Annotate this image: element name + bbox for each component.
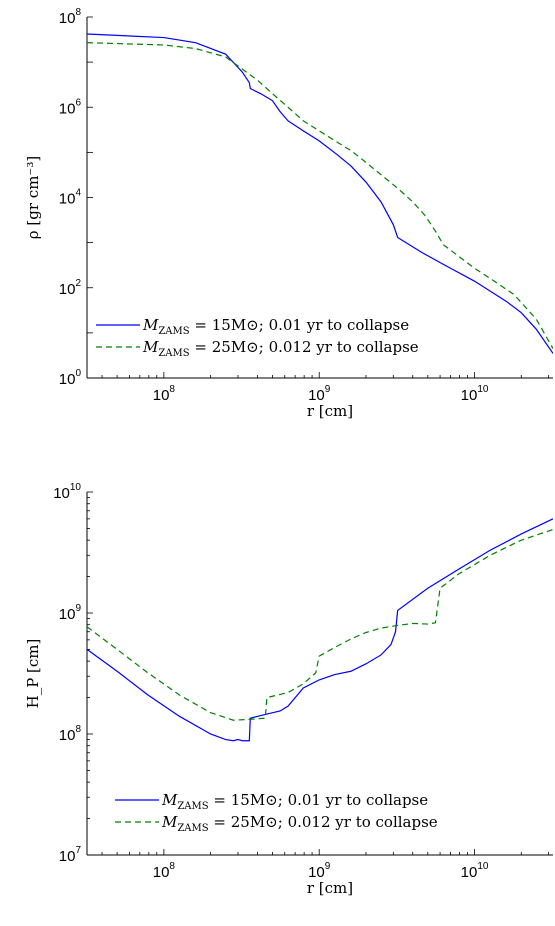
x-tick-label: 109 [308, 861, 331, 881]
chart-panel-1: 108 109 1010 100 102 104 106 108 r [cm] ρ [gr cm⁻… [24, 7, 553, 420]
y-tick-label: 100 [59, 368, 82, 388]
chart-panel-2: 108 109 1010 107 108 109 1010 r [cm] H_P [cm] MZA… [24, 482, 553, 897]
legend-label-1: MZAMS = 15M⊙; 0.01 yr to collapse [161, 791, 428, 812]
y-tick-label: 1010 [53, 482, 81, 502]
x-tick-label: 108 [153, 384, 176, 404]
y-tick-label: 102 [59, 278, 82, 298]
y-tick-label: 109 [59, 603, 82, 623]
y-tick-label: 108 [59, 7, 82, 27]
series-line-1 [87, 518, 553, 742]
series-line-2 [87, 528, 553, 721]
y-tick-label: 104 [59, 188, 82, 208]
series-line-2 [87, 42, 553, 349]
y-tick-label: 106 [59, 97, 82, 117]
legend-label-1: MZAMS = 15M⊙; 0.01 yr to collapse [142, 316, 409, 337]
x-tick-label: 108 [153, 861, 176, 881]
x-tick-label: 1010 [461, 384, 489, 404]
x-tick-label: 1010 [461, 861, 489, 881]
y-axis-label: ρ [gr cm⁻³] [24, 156, 42, 239]
y-tick-label: 107 [59, 845, 82, 865]
legend-label-2: MZAMS = 25M⊙; 0.012 yr to collapse [142, 338, 419, 359]
legend-label-2: MZAMS = 25M⊙; 0.012 yr to collapse [161, 813, 438, 834]
x-axis-label: r [cm] [307, 879, 353, 897]
x-tick-label: 109 [308, 384, 331, 404]
y-axis-label: H_P [cm] [24, 639, 42, 709]
x-axis-label: r [cm] [307, 402, 353, 420]
series-line-1 [87, 33, 553, 354]
y-tick-label: 108 [59, 724, 82, 744]
